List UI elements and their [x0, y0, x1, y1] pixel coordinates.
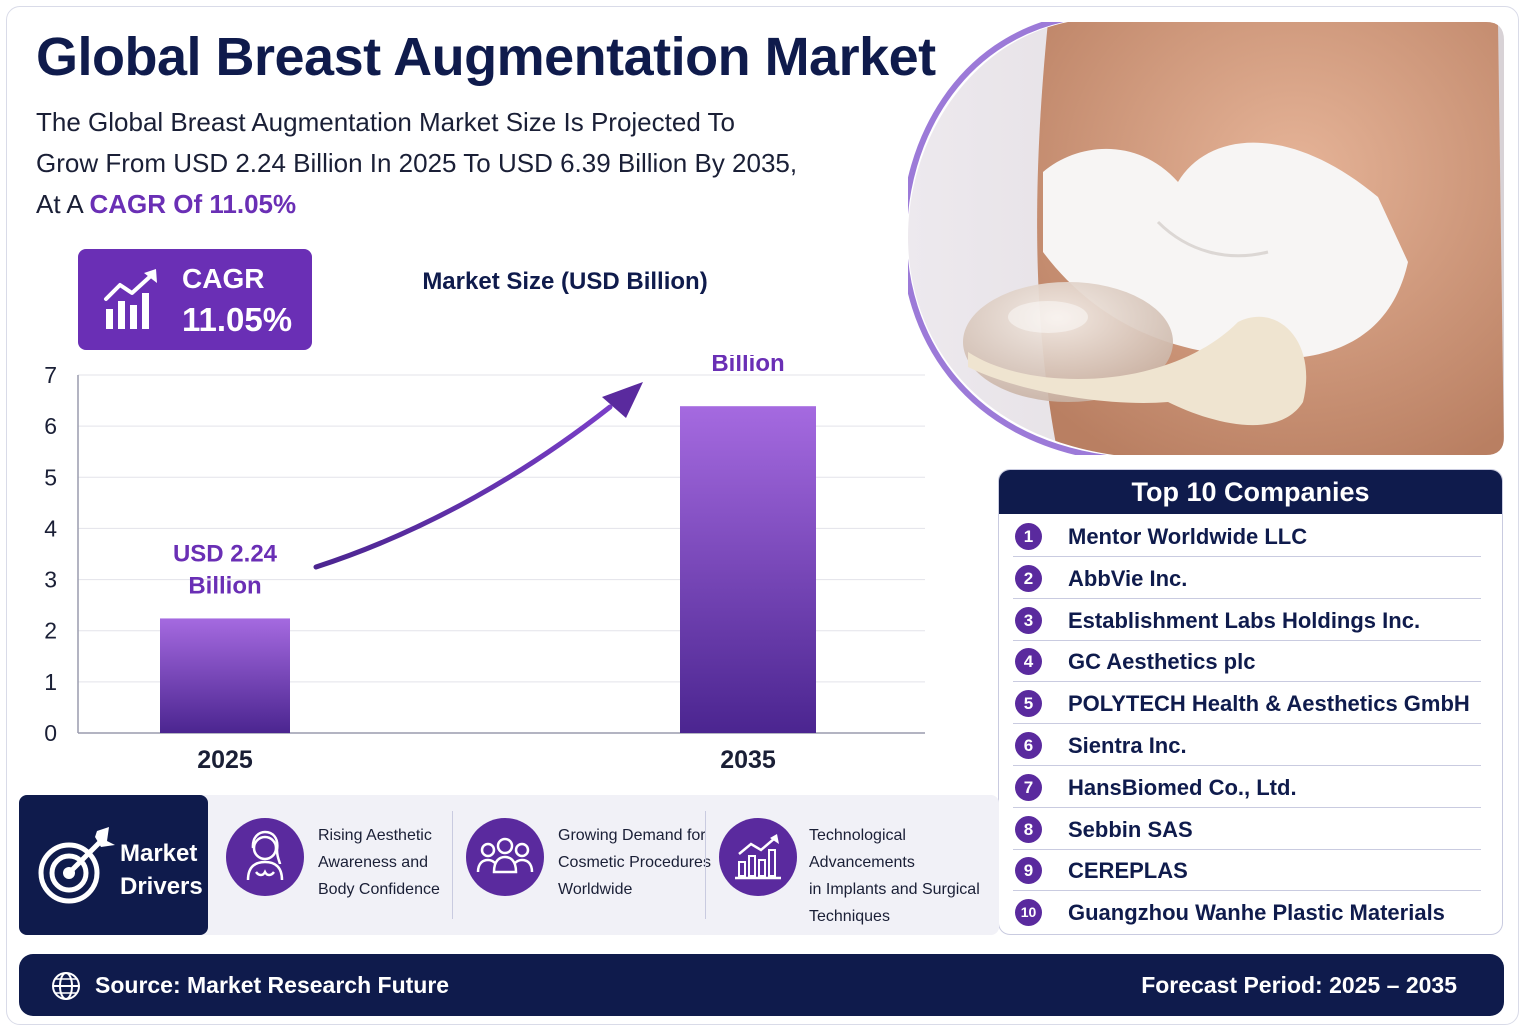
page-subtitle: The Global Breast Augmentation Market Si… — [36, 102, 876, 225]
bar-data-label: Billion — [188, 572, 261, 599]
driver-1-text: Rising Aesthetic Awareness and Body Conf… — [318, 822, 440, 903]
y-tick-label: 4 — [44, 515, 57, 541]
company-name: POLYTECH Health & Aesthetics GmbH — [1068, 691, 1470, 717]
y-tick-label: 7 — [44, 362, 57, 388]
company-row: 6 Sientra Inc. — [1013, 724, 1481, 766]
driver-divider — [705, 811, 706, 919]
cagr-label: CAGR — [182, 263, 265, 294]
company-name: Sebbin SAS — [1068, 816, 1193, 842]
company-rank-badge: 7 — [1015, 773, 1042, 801]
subtitle-line-2: Grow From USD 2.24 Billion In 2025 To US… — [36, 148, 798, 178]
company-name: GC Aesthetics plc — [1068, 649, 1256, 675]
x-tick-label: 2035 — [720, 746, 776, 774]
woman-icon — [226, 818, 304, 896]
company-rank-badge: 4 — [1015, 648, 1042, 676]
growth-arrow-head — [602, 382, 643, 418]
driver-2-line-3: Worldwide — [558, 881, 633, 898]
x-tick-label: 2025 — [197, 746, 253, 774]
subtitle-cagr-highlight: CAGR Of 11.05% — [89, 189, 297, 219]
company-row: 8 Sebbin SAS — [1013, 808, 1481, 850]
page-title: Global Breast Augmentation Market — [36, 27, 936, 87]
company-row: 2 AbbVie Inc. — [1013, 557, 1481, 599]
drivers-label-line-2: Drivers — [120, 873, 203, 900]
driver-divider — [452, 811, 453, 919]
driver-1-line-1: Rising Aesthetic — [318, 827, 432, 844]
cagr-value: 11.05% — [182, 301, 293, 338]
company-rank-badge: 10 — [1015, 899, 1042, 927]
driver-2-text: Growing Demand for Cosmetic Procedures W… — [558, 822, 711, 903]
company-name: HansBiomed Co., Ltd. — [1068, 774, 1297, 800]
company-rank-badge: 9 — [1015, 857, 1042, 885]
company-row: 9 CEREPLAS — [1013, 849, 1481, 892]
growth-arrow-shaft — [313, 404, 613, 570]
subtitle-line-3-prefix: At A — [36, 189, 90, 219]
driver-3-line-1: Technological Advancements — [809, 827, 915, 871]
company-rank-badge: 3 — [1015, 606, 1042, 634]
company-rank-badge: 1 — [1015, 523, 1042, 550]
footer-bar: Source: Market Research Future Forecast … — [19, 954, 1504, 1016]
driver-3-line-2: in Implants and Surgical — [809, 881, 980, 898]
driver-2-line-2: Cosmetic Procedures — [558, 854, 711, 871]
company-rank-badge: 8 — [1015, 815, 1042, 843]
y-tick-label: 2 — [44, 618, 57, 644]
company-row: 10 Guangzhou Wanhe Plastic Materials — [1013, 891, 1481, 933]
y-tick-label: 3 — [44, 567, 57, 593]
footer-forecast-period: Forecast Period: 2025 – 2035 — [1141, 972, 1457, 998]
footer-source: Source: Market Research Future — [95, 972, 450, 998]
drivers-label-line-1: Market — [120, 840, 198, 867]
company-row: 1 Mentor Worldwide LLC — [1013, 515, 1481, 557]
market-drivers-strip: Market Drivers Rising Aesthetic Awarenes… — [19, 795, 999, 935]
subtitle-line-1: The Global Breast Augmentation Market Si… — [36, 107, 735, 137]
driver-2-line-1: Growing Demand for — [558, 827, 706, 844]
company-rank-badge: 6 — [1015, 732, 1042, 759]
driver-1-line-3: Body Confidence — [318, 881, 440, 898]
company-row: 5 POLYTECH Health & Aesthetics GmbH — [1013, 682, 1481, 725]
top-companies-panel: Top 10 Companies 1 Mentor Worldwide LLC 2 A… — [998, 469, 1503, 935]
y-tick-label: 6 — [44, 413, 57, 439]
y-tick-label: 5 — [44, 464, 57, 490]
company-rank-badge: 2 — [1015, 564, 1042, 592]
bar-data-label: Billion — [711, 355, 784, 377]
breast-implant-photo — [900, 15, 1504, 462]
bar-2035 — [680, 406, 816, 733]
market-drivers-label: Market Drivers — [19, 795, 208, 935]
companies-heading: Top 10 Companies — [999, 470, 1502, 514]
globe-icon — [52, 972, 80, 1000]
driver-3-line-3: Techniques — [809, 908, 890, 925]
growth-chart-icon — [719, 818, 797, 896]
subtitle-line-3: At A CAGR Of 11.05% — [36, 184, 876, 225]
company-row: 4 GC Aesthetics plc — [1013, 640, 1481, 683]
cagr-badge: CAGR 11.05% — [78, 249, 312, 350]
chart-title: Market Size (USD Billion) — [422, 268, 708, 295]
company-name: CEREPLAS — [1068, 858, 1188, 884]
company-name: Establishment Labs Holdings Inc. — [1068, 607, 1421, 633]
company-name: AbbVie Inc. — [1068, 565, 1188, 591]
growth-chart-icon — [104, 269, 157, 329]
people-group-icon — [466, 818, 544, 896]
company-name: Sientra Inc. — [1068, 733, 1187, 758]
company-row: 3 Establishment Labs Holdings Inc. — [1013, 599, 1481, 641]
y-tick-label: 1 — [44, 669, 57, 695]
driver-1-line-2: Awareness and — [318, 854, 428, 871]
company-row: 7 HansBiomed Co., Ltd. — [1013, 766, 1481, 808]
company-name: Mentor Worldwide LLC — [1068, 524, 1308, 549]
y-tick-label: 0 — [44, 720, 57, 746]
driver-3-text: Technological Advancements in Implants a… — [809, 822, 999, 930]
target-icon — [38, 827, 115, 904]
bar-2025 — [160, 618, 290, 733]
bar-data-label: USD 2.24 — [173, 540, 278, 567]
company-name: Guangzhou Wanhe Plastic Materials — [1068, 900, 1445, 926]
company-rank-badge: 5 — [1015, 690, 1042, 718]
